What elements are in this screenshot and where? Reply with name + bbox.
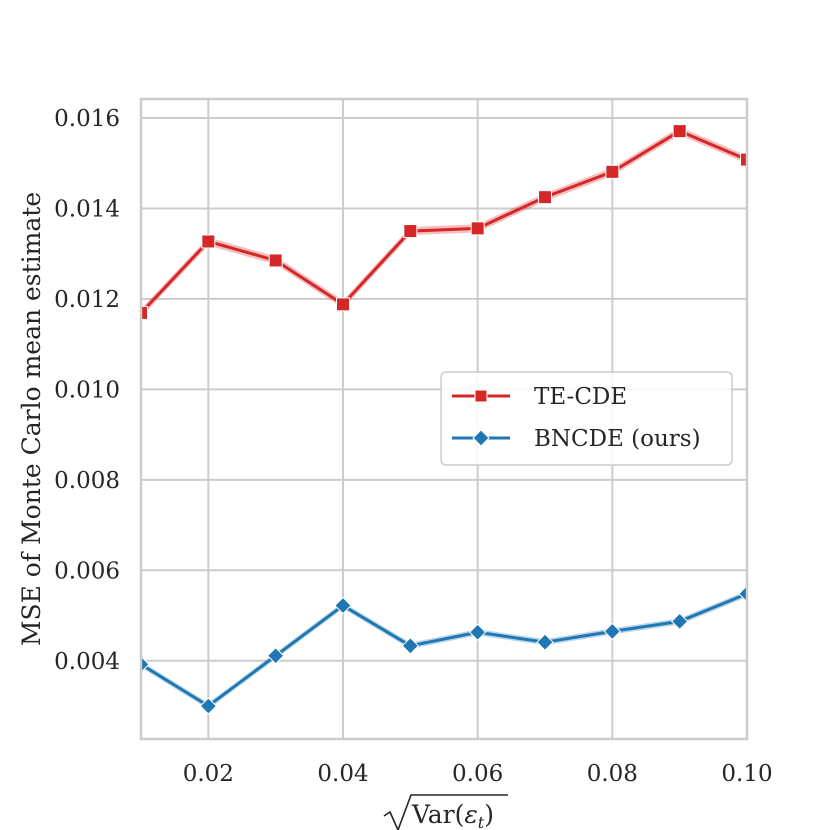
square-marker — [403, 224, 418, 239]
square-marker — [141, 305, 148, 320]
diamond-marker — [603, 622, 622, 641]
square-marker — [336, 297, 350, 312]
square-marker-icon — [474, 389, 488, 403]
diamond-marker — [468, 623, 487, 641]
x-tick-labels: 0.02 0.04 0.06 0.08 0.10 — [183, 761, 773, 787]
diamond-marker — [738, 585, 747, 603]
square-marker — [538, 190, 552, 205]
svg-text:BNCDE (ours): BNCDE (ours) — [534, 426, 701, 452]
square-marker — [201, 234, 216, 249]
diamond-marker — [670, 612, 689, 631]
diamond-marker — [199, 697, 218, 715]
square-marker — [740, 152, 747, 167]
x-axis-label: Var(εt) — [383, 794, 508, 830]
legend-entry-bncde: BNCDE (ours) — [452, 426, 701, 452]
confidence-band — [141, 590, 747, 710]
x-tick-label: 0.04 — [317, 761, 368, 787]
y-tick-labels: 0.004 0.006 0.008 0.010 0.012 0.014 0.016 — [54, 106, 120, 675]
diamond-marker — [536, 633, 554, 651]
sqrt-radical-icon — [383, 794, 508, 830]
diamond-marker — [141, 655, 150, 674]
diamond-marker — [334, 596, 352, 615]
svg-text:Var(εt): Var(εt) — [411, 800, 494, 830]
square-marker — [470, 221, 485, 236]
square-marker — [268, 253, 283, 268]
y-tick-label: 0.006 — [54, 558, 120, 584]
x-tick-label: 0.02 — [183, 761, 234, 787]
y-axis-label: MSE of Monte Carlo mean estimate — [17, 192, 46, 646]
diamond-marker-icon — [472, 429, 490, 447]
y-tick-label: 0.016 — [54, 106, 120, 132]
series-line — [141, 129, 747, 314]
legend: TE-CDE BNCDE (ours) — [440, 371, 733, 466]
y-tick-label: 0.012 — [54, 287, 120, 313]
confidence-bands — [141, 127, 747, 710]
series-line — [141, 592, 747, 708]
square-marker — [672, 124, 687, 139]
legend-box — [440, 371, 733, 466]
diamond-marker — [401, 637, 420, 655]
svg-text:TE-CDE: TE-CDE — [534, 384, 627, 410]
square-marker — [605, 164, 620, 179]
y-tick-label: 0.008 — [54, 468, 120, 494]
x-tick-label: 0.08 — [587, 761, 638, 787]
legend-entry-te-cde: TE-CDE — [452, 384, 627, 410]
confidence-band — [141, 127, 747, 318]
plot-frame — [139, 97, 749, 741]
x-tick-label: 0.10 — [721, 761, 772, 787]
y-tick-label: 0.004 — [54, 649, 120, 675]
x-tick-label: 0.06 — [452, 761, 503, 787]
y-tick-label: 0.014 — [54, 196, 120, 222]
diamond-marker — [266, 647, 285, 665]
series-markers — [141, 124, 747, 715]
y-tick-label: 0.010 — [54, 377, 120, 403]
series-lines — [141, 129, 747, 708]
